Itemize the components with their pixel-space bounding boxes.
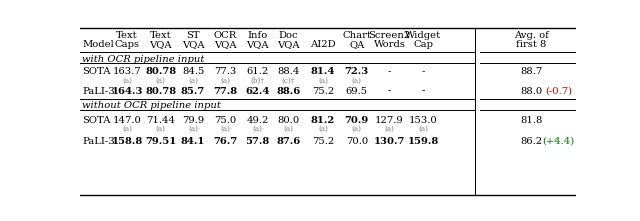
- Text: (a): (a): [220, 76, 230, 85]
- Text: (a): (a): [352, 76, 362, 85]
- Text: 158.8: 158.8: [111, 137, 143, 146]
- Text: 80.0: 80.0: [277, 116, 300, 125]
- Text: ST: ST: [186, 31, 200, 40]
- Text: Text: Text: [150, 31, 172, 40]
- Text: 80.78: 80.78: [145, 87, 177, 95]
- Text: 61.2: 61.2: [246, 67, 269, 76]
- Text: 70.0: 70.0: [346, 137, 368, 146]
- Text: Text: Text: [116, 31, 138, 40]
- Text: 127.9: 127.9: [375, 116, 404, 125]
- Text: (a): (a): [253, 125, 262, 133]
- Text: (a): (a): [385, 125, 394, 133]
- Text: (a): (a): [352, 125, 362, 133]
- Text: Avg. of: Avg. of: [514, 31, 548, 40]
- Text: 79.51: 79.51: [145, 137, 177, 146]
- Text: 70.9: 70.9: [345, 116, 369, 125]
- Text: -: -: [388, 87, 391, 95]
- Text: 88.7: 88.7: [520, 67, 543, 76]
- Text: 88.0: 88.0: [520, 87, 543, 95]
- Text: Screen2: Screen2: [369, 31, 411, 40]
- Text: 164.3: 164.3: [111, 87, 143, 95]
- Text: -: -: [388, 67, 391, 76]
- Text: (c)†: (c)†: [282, 76, 295, 85]
- Text: (a): (a): [156, 125, 166, 133]
- Text: 87.6: 87.6: [276, 137, 300, 146]
- Text: 81.8: 81.8: [520, 116, 543, 125]
- Text: with OCR pipeline input: with OCR pipeline input: [83, 55, 205, 64]
- Text: -: -: [422, 87, 425, 95]
- Text: (a): (a): [284, 125, 293, 133]
- Text: VQA: VQA: [150, 40, 172, 49]
- Text: 69.5: 69.5: [346, 87, 368, 95]
- Text: 85.7: 85.7: [181, 87, 205, 95]
- Text: 79.9: 79.9: [182, 116, 204, 125]
- Text: 77.8: 77.8: [213, 87, 237, 95]
- Text: 80.78: 80.78: [145, 67, 177, 76]
- Text: 76.7: 76.7: [213, 137, 237, 146]
- Text: VQA: VQA: [246, 40, 269, 49]
- Text: 75.2: 75.2: [312, 87, 334, 95]
- Text: SOTA: SOTA: [83, 116, 111, 125]
- Text: 75.2: 75.2: [312, 137, 334, 146]
- Text: (-0.7): (-0.7): [545, 87, 572, 95]
- Text: Cap: Cap: [413, 40, 433, 49]
- Text: 153.0: 153.0: [409, 116, 438, 125]
- Text: 77.3: 77.3: [214, 67, 236, 76]
- Text: (a): (a): [188, 125, 198, 133]
- Text: Chart: Chart: [342, 31, 371, 40]
- Text: 88.4: 88.4: [277, 67, 300, 76]
- Text: 88.6: 88.6: [276, 87, 300, 95]
- Text: 84.5: 84.5: [182, 67, 204, 76]
- Text: (+4.4): (+4.4): [543, 137, 575, 146]
- Text: 72.3: 72.3: [345, 67, 369, 76]
- Text: (a): (a): [122, 76, 132, 85]
- Text: without OCR pipeline input: without OCR pipeline input: [83, 101, 221, 110]
- Text: SOTA: SOTA: [83, 67, 111, 76]
- Text: VQA: VQA: [214, 40, 237, 49]
- Text: 147.0: 147.0: [113, 116, 141, 125]
- Text: (a): (a): [418, 125, 428, 133]
- Text: PaLI-3: PaLI-3: [83, 137, 115, 146]
- Text: 57.8: 57.8: [246, 137, 269, 146]
- Text: first 8: first 8: [516, 40, 547, 49]
- Text: 81.2: 81.2: [311, 116, 335, 125]
- Text: -: -: [422, 67, 425, 76]
- Text: (a): (a): [318, 125, 328, 133]
- Text: 71.44: 71.44: [147, 116, 175, 125]
- Text: 75.0: 75.0: [214, 116, 236, 125]
- Text: VQA: VQA: [182, 40, 204, 49]
- Text: Model: Model: [83, 40, 114, 49]
- Text: (a): (a): [188, 76, 198, 85]
- Text: 163.7: 163.7: [113, 67, 141, 76]
- Text: 62.4: 62.4: [245, 87, 269, 95]
- Text: (a): (a): [318, 76, 328, 85]
- Text: Info: Info: [248, 31, 268, 40]
- Text: PaLI-3: PaLI-3: [83, 87, 115, 95]
- Text: 84.1: 84.1: [181, 137, 205, 146]
- Text: (a): (a): [156, 76, 166, 85]
- Text: 81.4: 81.4: [311, 67, 335, 76]
- Text: AI2D: AI2D: [310, 40, 336, 49]
- Text: OCR: OCR: [214, 31, 237, 40]
- Text: 49.2: 49.2: [246, 116, 269, 125]
- Text: Words: Words: [374, 40, 406, 49]
- Text: Caps: Caps: [115, 40, 140, 49]
- Text: 86.2: 86.2: [520, 137, 543, 146]
- Text: QA: QA: [349, 40, 364, 49]
- Text: VQA: VQA: [277, 40, 300, 49]
- Text: 159.8: 159.8: [408, 137, 439, 146]
- Text: (a): (a): [220, 125, 230, 133]
- Text: (b)†: (b)†: [251, 76, 264, 85]
- Text: Widget: Widget: [405, 31, 442, 40]
- Text: 130.7: 130.7: [374, 137, 405, 146]
- Text: (a): (a): [122, 125, 132, 133]
- Text: Doc: Doc: [278, 31, 298, 40]
